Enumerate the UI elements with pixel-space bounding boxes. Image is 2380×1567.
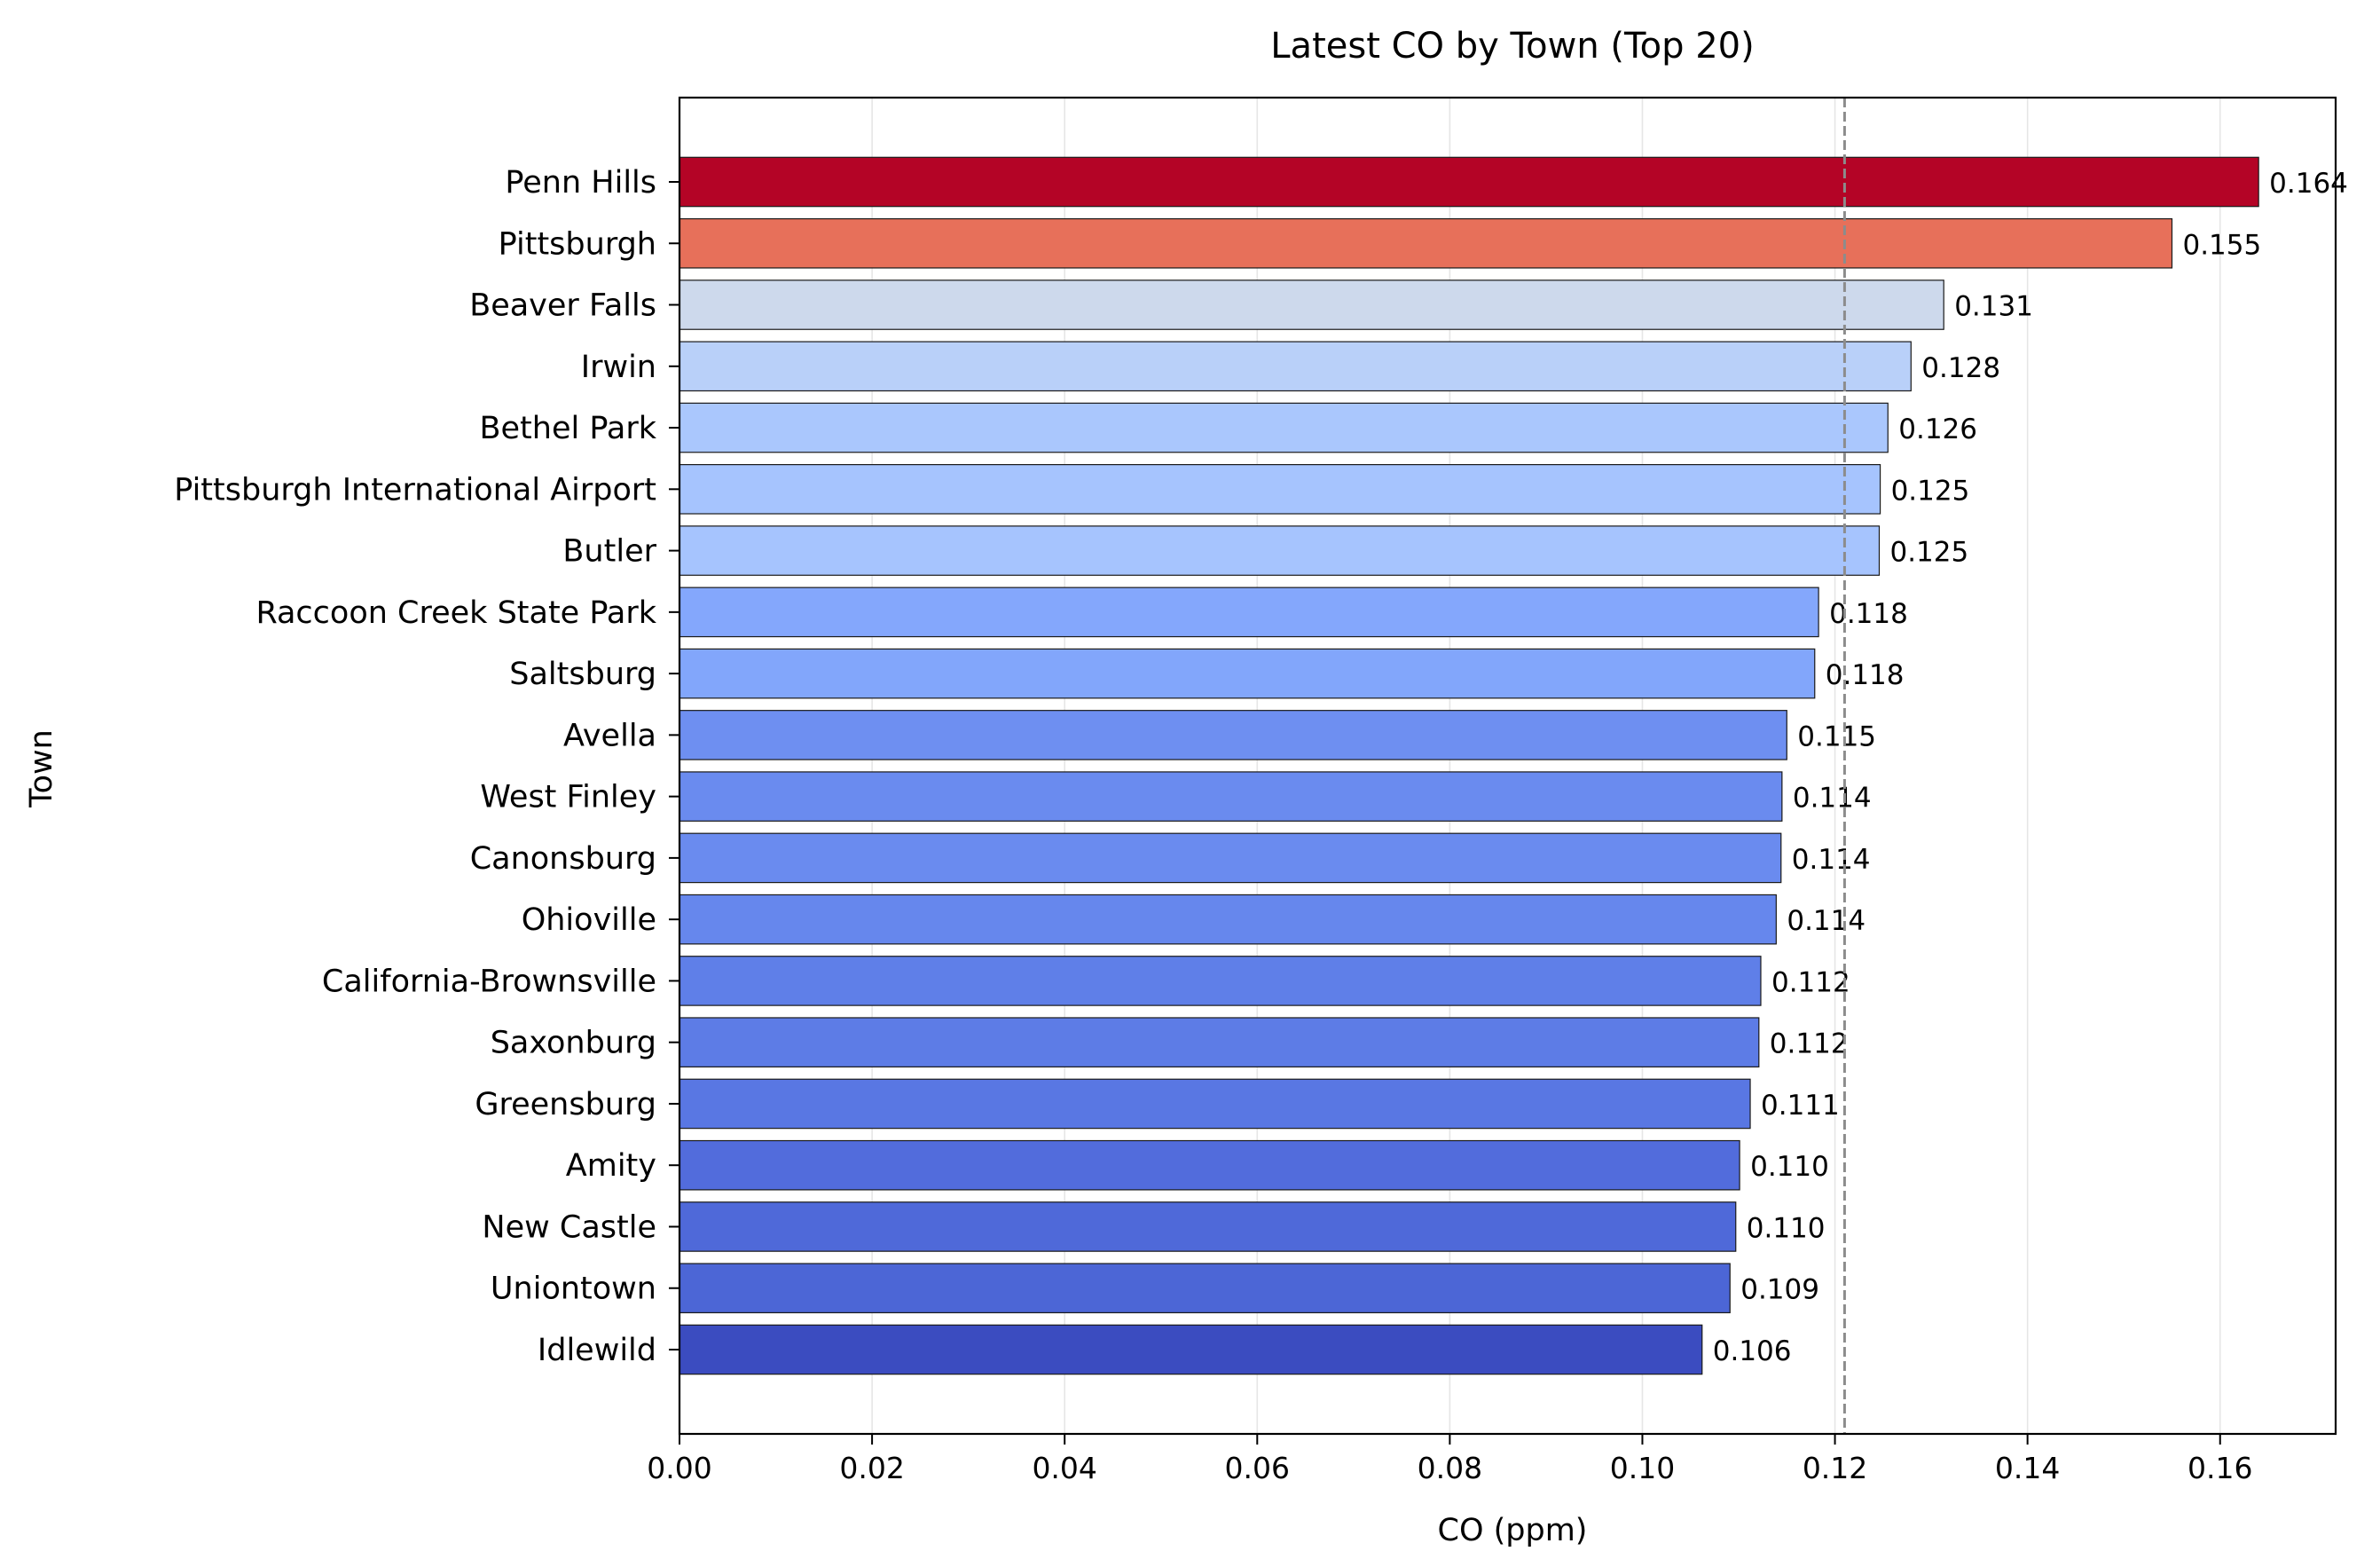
y-tick-label: Beaver Falls: [469, 288, 656, 324]
y-axis: Penn Hills Pittsburgh Beaver Falls Irwin Bet…: [174, 165, 679, 1368]
bar: [679, 1201, 1737, 1252]
bar: [679, 1139, 1740, 1191]
x-tick-label: 0.08: [1418, 1451, 1482, 1485]
y-tick-label: Avella: [563, 718, 656, 753]
y-tick-label: California-Brownsville: [322, 964, 656, 999]
bar-value-label: 0.125: [1889, 537, 1968, 569]
bar: [679, 710, 1787, 760]
bar: [679, 156, 2259, 208]
bar-value-label: 0.125: [1891, 475, 1970, 507]
bar: [679, 217, 2173, 269]
bar-value-label: 0.131: [1954, 291, 2033, 323]
bar-value-label: 0.112: [1771, 966, 1850, 998]
y-tick-label: Butler: [562, 534, 656, 570]
bar: [679, 525, 1881, 576]
bar: [679, 648, 1816, 699]
bar-value-label: 0.115: [1797, 721, 1876, 752]
bar: [679, 1017, 1760, 1067]
bar: [679, 464, 1881, 515]
x-tick-label: 0.16: [2188, 1451, 2252, 1485]
bar: [679, 587, 1819, 638]
bar: [679, 1078, 1751, 1130]
bar-value-label: 0.128: [1921, 352, 2000, 384]
bar-value-label: 0.112: [1770, 1028, 1849, 1060]
bar: [679, 1324, 1703, 1375]
bar: [679, 956, 1762, 1006]
y-tick-label: Penn Hills: [505, 165, 656, 201]
y-tick-label: Amity: [566, 1148, 656, 1184]
y-axis-label: Town: [24, 729, 59, 808]
bar-value-label: 0.114: [1793, 783, 1872, 815]
bar-value-label: 0.110: [1750, 1151, 1829, 1183]
y-tick-label: New Castle: [482, 1209, 656, 1245]
bar: [679, 832, 1782, 884]
bar-value-label: 0.118: [1826, 659, 1905, 691]
y-tick-label: Raccoon Creek State Park: [255, 595, 656, 631]
bar: [679, 341, 1912, 392]
bar: [679, 1263, 1731, 1314]
x-tick-label: 0.12: [1803, 1451, 1867, 1485]
x-axis: 0.00 0.02 0.04 0.06 0.08 0.10 0.12 0.14 0.16: [647, 1434, 2252, 1485]
bar-value-label: 0.126: [1898, 413, 1977, 445]
y-tick-label: Pittsburgh: [499, 226, 656, 262]
bar: [679, 771, 1783, 822]
y-tick-label: Irwin: [581, 350, 656, 385]
x-tick-label: 0.04: [1032, 1451, 1096, 1485]
bar-value-label: 0.110: [1747, 1212, 1826, 1244]
bar-value-label: 0.106: [1713, 1335, 1792, 1367]
bar-value-label: 0.155: [2182, 229, 2261, 261]
bars: 0.1640.1550.1310.1280.1260.1250.1250.118…: [679, 156, 2348, 1375]
bar-value-label: 0.114: [1787, 905, 1866, 937]
x-tick-label: 0.06: [1225, 1451, 1290, 1485]
plot-frame: [678, 96, 2337, 1436]
y-tick-label: Idlewild: [538, 1333, 656, 1368]
bar-value-label: 0.114: [1792, 844, 1871, 876]
bar-value-label: 0.109: [1740, 1274, 1819, 1306]
bar-value-label: 0.111: [1761, 1090, 1840, 1122]
x-tick-label: 0.10: [1610, 1451, 1675, 1485]
chart-title: Latest CO by Town (Top 20): [1270, 26, 1754, 67]
x-tick-label: 0.02: [839, 1451, 904, 1485]
y-tick-label: Bethel Park: [480, 411, 657, 446]
x-tick-label: 0.00: [647, 1451, 711, 1485]
y-tick-label: West Finley: [480, 780, 656, 815]
y-tick-label: Ohioville: [522, 902, 656, 938]
y-tick-label: Saxonburg: [491, 1026, 656, 1061]
y-tick-label: Greensburg: [475, 1087, 656, 1122]
y-tick-label: Canonsburg: [470, 841, 656, 877]
y-tick-label: Saltsburg: [509, 657, 656, 692]
x-axis-label: CO (ppm): [1438, 1513, 1588, 1548]
y-tick-label: Uniontown: [491, 1272, 656, 1307]
x-tick-label: 0.14: [1995, 1451, 2060, 1485]
bar-value-label: 0.118: [1829, 598, 1908, 630]
bar: [679, 280, 1944, 330]
y-tick-label: Pittsburgh International Airport: [174, 472, 656, 508]
bar: [679, 894, 1777, 945]
bar: [679, 402, 1889, 453]
